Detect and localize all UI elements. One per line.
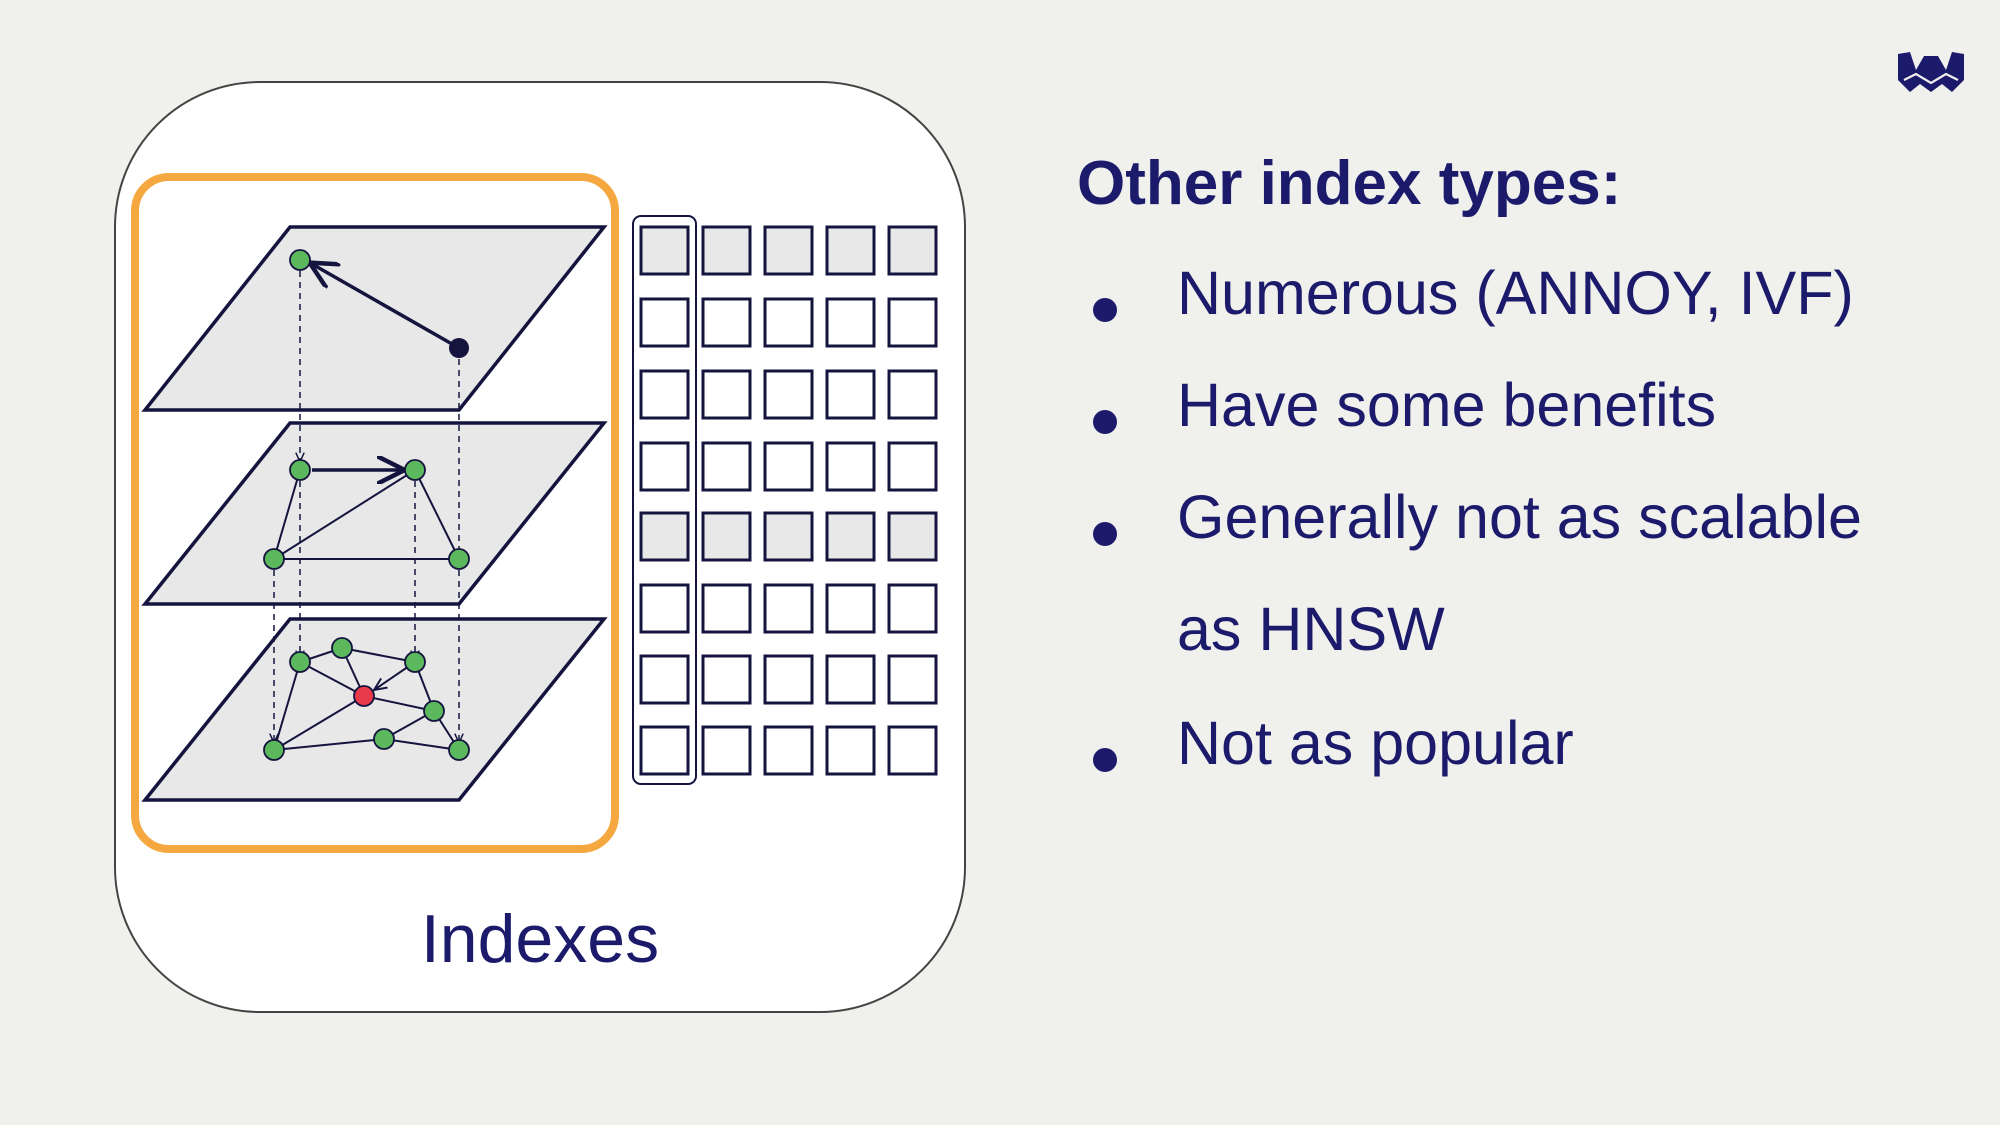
vector-cell bbox=[763, 511, 814, 562]
vector-cell bbox=[887, 369, 938, 420]
node bbox=[289, 249, 311, 271]
vector-cell bbox=[825, 369, 876, 420]
bullet-text: Generally not as scalable bbox=[1177, 483, 1862, 551]
bullet-dot bbox=[1093, 298, 1117, 322]
bullet-text: Not as popular bbox=[1177, 709, 1574, 777]
vector-cell bbox=[887, 225, 938, 276]
vector-cell bbox=[639, 725, 690, 776]
vector-cell bbox=[887, 297, 938, 348]
vector-cell bbox=[887, 583, 938, 634]
vector-grid bbox=[639, 225, 938, 776]
layer-bottom bbox=[141, 617, 608, 802]
layer-top bbox=[141, 225, 608, 412]
vector-cell bbox=[887, 511, 938, 562]
vector-cell bbox=[825, 225, 876, 276]
vector-cell bbox=[701, 369, 752, 420]
bullet-text: as HNSW bbox=[1177, 595, 1445, 663]
vector-cell bbox=[825, 654, 876, 705]
layer-projections bbox=[274, 260, 459, 743]
w-logo-icon bbox=[1898, 52, 1964, 92]
vector-cell bbox=[825, 725, 876, 776]
vector-cell bbox=[763, 441, 814, 492]
vector-cell bbox=[887, 725, 938, 776]
vector-cell bbox=[639, 225, 690, 276]
panel-label: Indexes bbox=[420, 901, 660, 977]
vector-cell bbox=[639, 297, 690, 348]
vector-column-highlight bbox=[632, 215, 697, 785]
middle-layer-edges bbox=[273, 469, 460, 560]
bullet-dot bbox=[1093, 522, 1117, 546]
vector-cell bbox=[701, 225, 752, 276]
vector-cell bbox=[701, 583, 752, 634]
vector-cell bbox=[639, 583, 690, 634]
vector-cell bbox=[701, 725, 752, 776]
slide-heading: Other index types: bbox=[1077, 149, 1622, 218]
query-node bbox=[353, 685, 375, 707]
vector-cell bbox=[825, 511, 876, 562]
vector-cell bbox=[639, 511, 690, 562]
vector-cell bbox=[763, 225, 814, 276]
search-arrow-top bbox=[312, 264, 460, 350]
vector-cell bbox=[825, 297, 876, 348]
vector-cell bbox=[887, 654, 938, 705]
bullet-text: Have some benefits bbox=[1177, 371, 1717, 439]
bullet-dot bbox=[1093, 748, 1117, 772]
vector-cell bbox=[701, 654, 752, 705]
vector-cell bbox=[763, 297, 814, 348]
bottom-layer-nodes bbox=[263, 637, 470, 761]
vector-cell bbox=[639, 654, 690, 705]
entry-node bbox=[449, 338, 469, 358]
vector-cell bbox=[701, 297, 752, 348]
vector-cell bbox=[887, 441, 938, 492]
vector-cell bbox=[763, 583, 814, 634]
vector-cell bbox=[825, 583, 876, 634]
bullet-dot bbox=[1093, 410, 1117, 434]
vector-cell bbox=[763, 725, 814, 776]
vector-cell bbox=[701, 511, 752, 562]
vector-cell bbox=[825, 441, 876, 492]
middle-layer-nodes bbox=[263, 459, 470, 570]
vector-cell bbox=[763, 654, 814, 705]
hnsw-highlight bbox=[131, 173, 619, 853]
vector-cell bbox=[763, 369, 814, 420]
vector-cell bbox=[701, 441, 752, 492]
vector-cell bbox=[639, 441, 690, 492]
vector-cell bbox=[639, 369, 690, 420]
bullet-text: Numerous (ANNOY, IVF) bbox=[1177, 259, 1854, 327]
